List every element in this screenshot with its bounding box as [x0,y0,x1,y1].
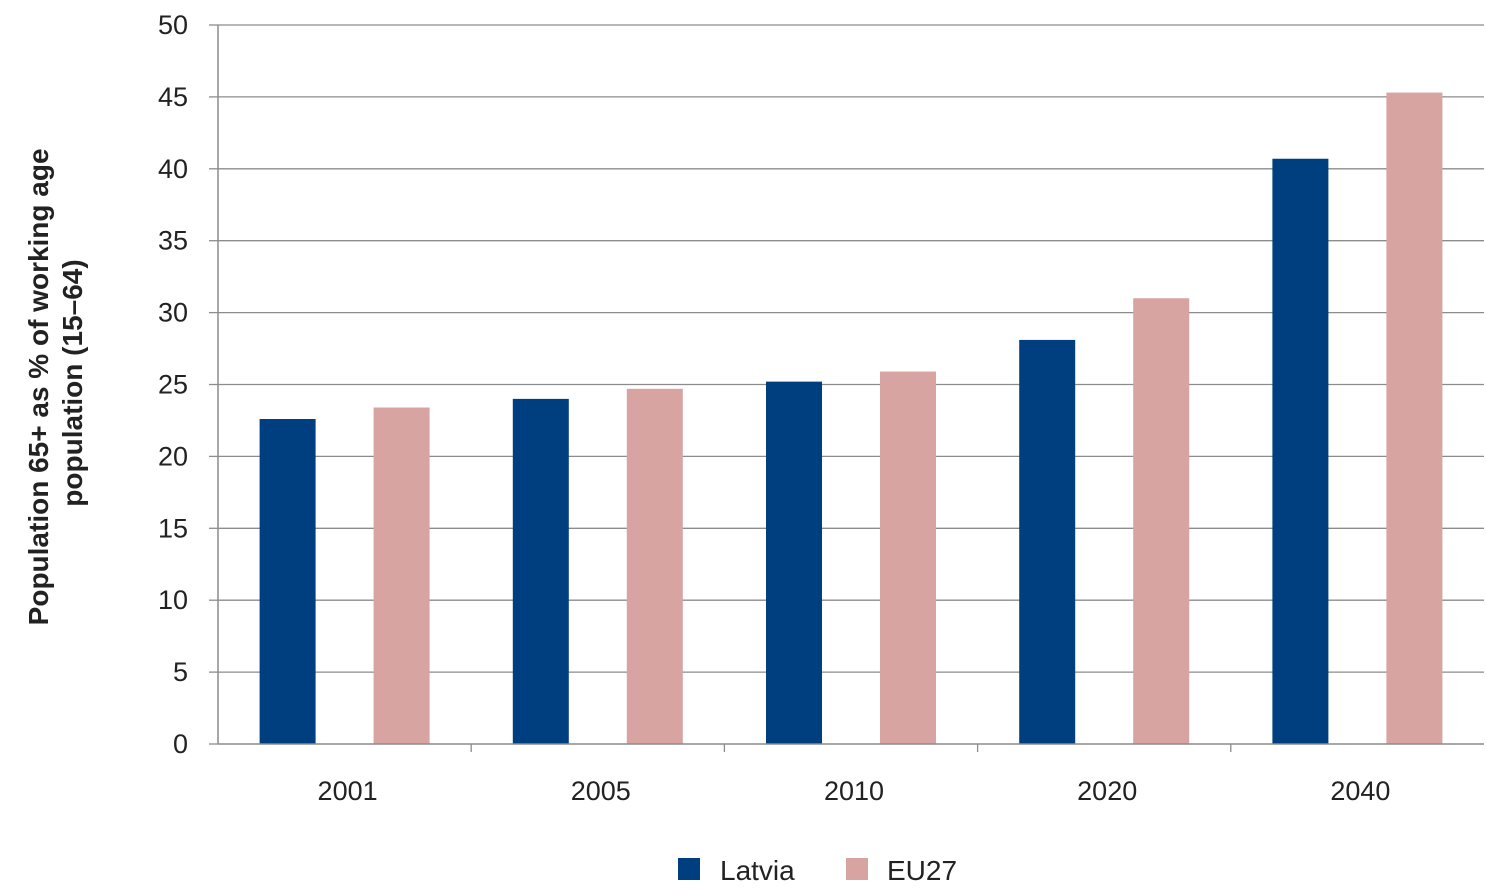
legend: Latvia EU27 [678,855,957,886]
bar-latvia-2005 [512,398,569,744]
bar-eu27-2020 [1133,298,1190,744]
x-tick-label: 2001 [318,776,378,806]
y-axis-title-line-1: Population 65+ as % of working age [23,148,54,625]
bar-latvia-2040 [1272,158,1329,744]
y-tick-label: 35 [158,226,188,256]
y-axis-title: Population 65+ as % of working age popul… [23,141,88,626]
x-tick-label: 2040 [1330,776,1390,806]
x-tick-label: 2005 [571,776,631,806]
y-tick-labels: 0 5 10 15 20 25 30 35 40 45 50 [158,10,188,759]
bar-latvia-2020 [1019,339,1076,744]
bar-eu27-2010 [880,371,936,744]
legend-label-latvia: Latvia [720,855,795,885]
bar-eu27-2005 [626,388,683,744]
bar-eu27-2040 [1386,92,1443,744]
legend-label-eu27: EU27 [887,855,957,885]
bar-latvia-2001 [259,419,316,744]
legend-swatch-latvia [678,858,700,880]
y-tick-label: 5 [173,657,188,687]
y-tick-label: 15 [158,513,188,543]
y-tick-label: 25 [158,370,188,400]
y-tick-label: 0 [173,729,188,759]
y-tick-label: 10 [158,585,188,615]
y-tick-label: 45 [158,82,188,112]
y-axis-title-line-2: population (15–64) [57,259,88,506]
legend-swatch-eu27 [846,858,868,880]
y-tick-label: 40 [158,154,188,184]
x-tick-label: 2020 [1077,776,1137,806]
x-tick-label: 2010 [824,776,884,806]
bar-latvia-2010 [766,381,822,744]
axes [209,24,1484,752]
x-tick-labels: 2001 2005 2010 2020 2040 [318,776,1391,806]
bars [259,92,1443,744]
bar-eu27-2001 [373,407,430,744]
y-tick-label: 20 [158,441,188,471]
y-tick-label: 30 [158,298,188,328]
y-tick-label: 50 [158,10,188,40]
